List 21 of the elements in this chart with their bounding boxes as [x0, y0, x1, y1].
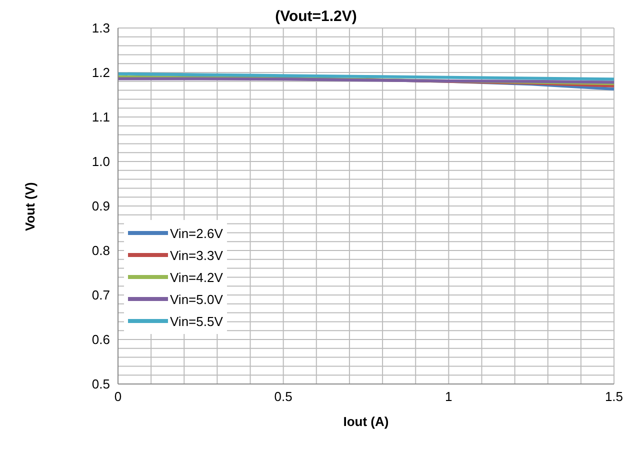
y-tick-label: 0.9	[92, 198, 110, 214]
legend-label: Vin=5.0V	[170, 292, 223, 306]
y-tick-label: 0.7	[92, 288, 110, 303]
y-axis-title: Vout (V)	[22, 182, 38, 231]
chart-title: (Vout=1.2V)	[275, 8, 357, 25]
x-axis-title: Iout (A)	[343, 414, 389, 429]
legend-label: Vin=3.3V	[170, 248, 223, 262]
legend-label: Vin=4.2V	[170, 270, 223, 284]
x-tick-label: 1	[445, 389, 452, 404]
x-tick-label: 1.5	[604, 389, 624, 404]
x-tick-label: 0	[114, 389, 122, 404]
y-tick-label: 0.6	[92, 332, 110, 348]
y-tick-label: 0.8	[92, 243, 110, 258]
y-tick-label: 1.3	[92, 20, 110, 36]
y-tick-label: 1.1	[92, 110, 110, 125]
y-tick-label: 0.5	[92, 376, 110, 392]
legend-label: Vin=5.5V	[170, 314, 223, 328]
y-tick-label: 1.0	[92, 154, 110, 170]
legend-label: Vin=2.6V	[170, 226, 223, 240]
y-tick-label: 1.2	[92, 65, 110, 80]
x-tick-label: 0.5	[274, 389, 292, 404]
